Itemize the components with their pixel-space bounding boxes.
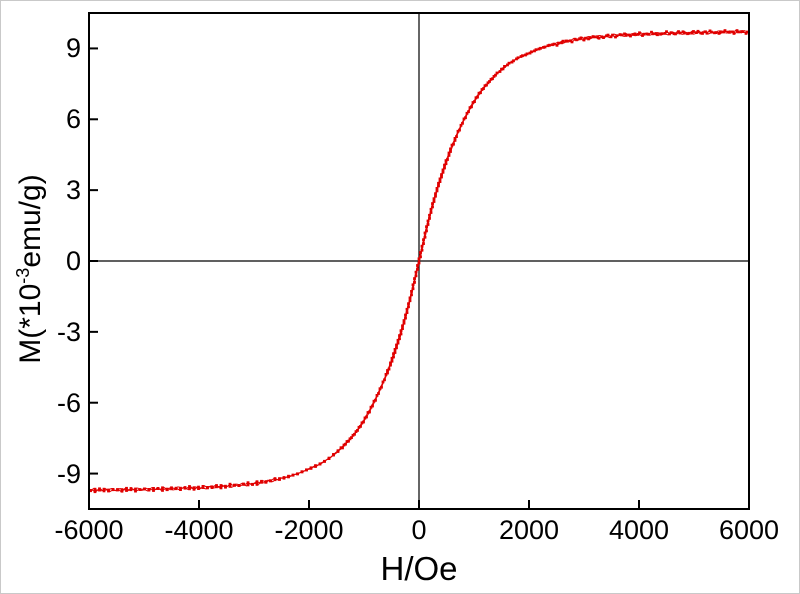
data-series-ascending-branch <box>88 29 750 494</box>
x-tick-label: 0 <box>411 515 427 545</box>
x-tick-label: 2000 <box>498 515 560 545</box>
y-tick-label: 6 <box>65 104 81 135</box>
x-tick-label: -4000 <box>164 515 234 545</box>
x-tick-label: 6000 <box>718 515 780 545</box>
y-tick-label: 3 <box>65 175 81 206</box>
x-axis-title: H/Oe <box>380 550 458 587</box>
tick-marks <box>88 47 750 509</box>
y-tick-label: -6 <box>56 387 81 418</box>
x-tick-label: -2000 <box>274 515 344 545</box>
y-tick-label: 9 <box>65 33 81 64</box>
y-tick-label: -3 <box>56 316 81 347</box>
y-tick-label: 0 <box>65 246 81 276</box>
x-tick-label: -6000 <box>54 515 124 545</box>
y-tick-label: -9 <box>56 458 81 489</box>
x-tick-label: 4000 <box>608 515 670 545</box>
